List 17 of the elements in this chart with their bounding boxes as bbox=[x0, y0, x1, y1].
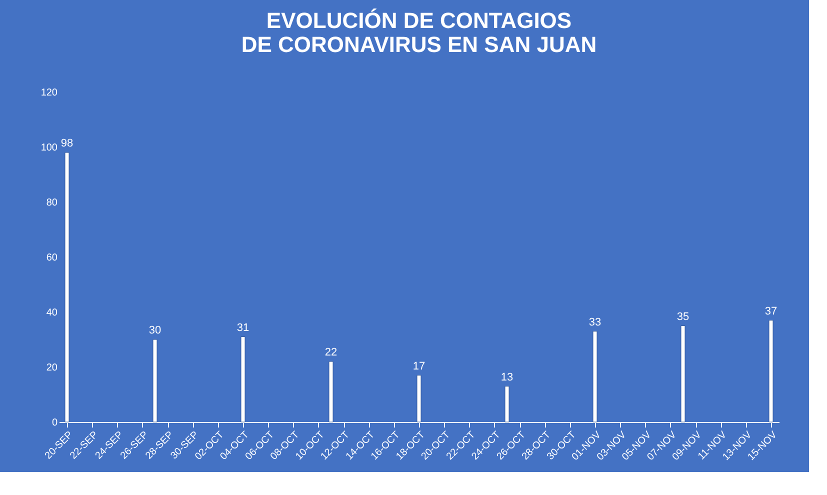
data-label: 98 bbox=[60, 138, 74, 150]
data-label: 17 bbox=[412, 360, 426, 372]
y-tick-label: 80 bbox=[46, 198, 58, 208]
y-tick-label: 20 bbox=[46, 362, 58, 374]
data-label: 31 bbox=[236, 322, 250, 334]
data-label: 33 bbox=[588, 316, 602, 328]
data-label: 13 bbox=[500, 371, 514, 384]
y-tick-label: 0 bbox=[52, 418, 58, 428]
data-label: 37 bbox=[764, 305, 778, 318]
data-label: 22 bbox=[324, 346, 338, 358]
y-tick-label: 120 bbox=[40, 88, 58, 98]
data-label: 30 bbox=[148, 324, 162, 336]
y-tick-label: 60 bbox=[46, 252, 58, 264]
y-tick-label: 40 bbox=[46, 308, 58, 318]
data-label: 35 bbox=[676, 310, 690, 323]
chart-title: EVOLUCIÓN DE CONTAGIOS DE CORONAVIRUS EN SAN JUAN bbox=[241, 8, 597, 57]
y-tick-label: 100 bbox=[40, 142, 58, 154]
